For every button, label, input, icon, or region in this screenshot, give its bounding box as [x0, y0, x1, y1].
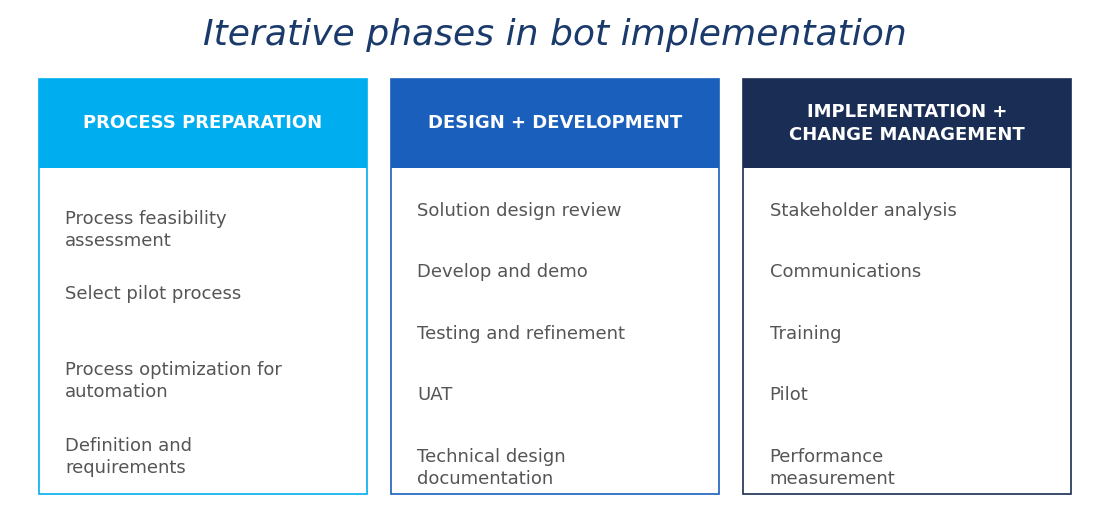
FancyBboxPatch shape — [391, 79, 719, 168]
Text: Stakeholder analysis: Stakeholder analysis — [769, 202, 957, 220]
Text: Technical design
documentation: Technical design documentation — [417, 447, 566, 488]
Text: DESIGN + DEVELOPMENT: DESIGN + DEVELOPMENT — [427, 115, 683, 132]
FancyBboxPatch shape — [39, 79, 366, 494]
Text: Process optimization for
automation: Process optimization for automation — [65, 361, 282, 402]
FancyBboxPatch shape — [391, 79, 719, 494]
Text: IMPLEMENTATION +
CHANGE MANAGEMENT: IMPLEMENTATION + CHANGE MANAGEMENT — [789, 103, 1026, 144]
Text: UAT: UAT — [417, 386, 453, 404]
Text: Select pilot process: Select pilot process — [65, 286, 241, 303]
Text: Training: Training — [769, 325, 841, 343]
Text: PROCESS PREPARATION: PROCESS PREPARATION — [83, 115, 322, 132]
FancyBboxPatch shape — [744, 79, 1071, 168]
Text: Definition and
requirements: Definition and requirements — [65, 437, 192, 477]
Text: Solution design review: Solution design review — [417, 202, 622, 220]
Text: Testing and refinement: Testing and refinement — [417, 325, 625, 343]
Text: Develop and demo: Develop and demo — [417, 263, 588, 281]
Text: Process feasibility
assessment: Process feasibility assessment — [65, 210, 226, 250]
Text: Performance
measurement: Performance measurement — [769, 447, 896, 488]
Text: Communications: Communications — [769, 263, 921, 281]
Text: Pilot: Pilot — [769, 386, 808, 404]
FancyBboxPatch shape — [744, 79, 1071, 494]
FancyBboxPatch shape — [39, 79, 366, 168]
Text: Iterative phases in bot implementation: Iterative phases in bot implementation — [203, 18, 907, 52]
